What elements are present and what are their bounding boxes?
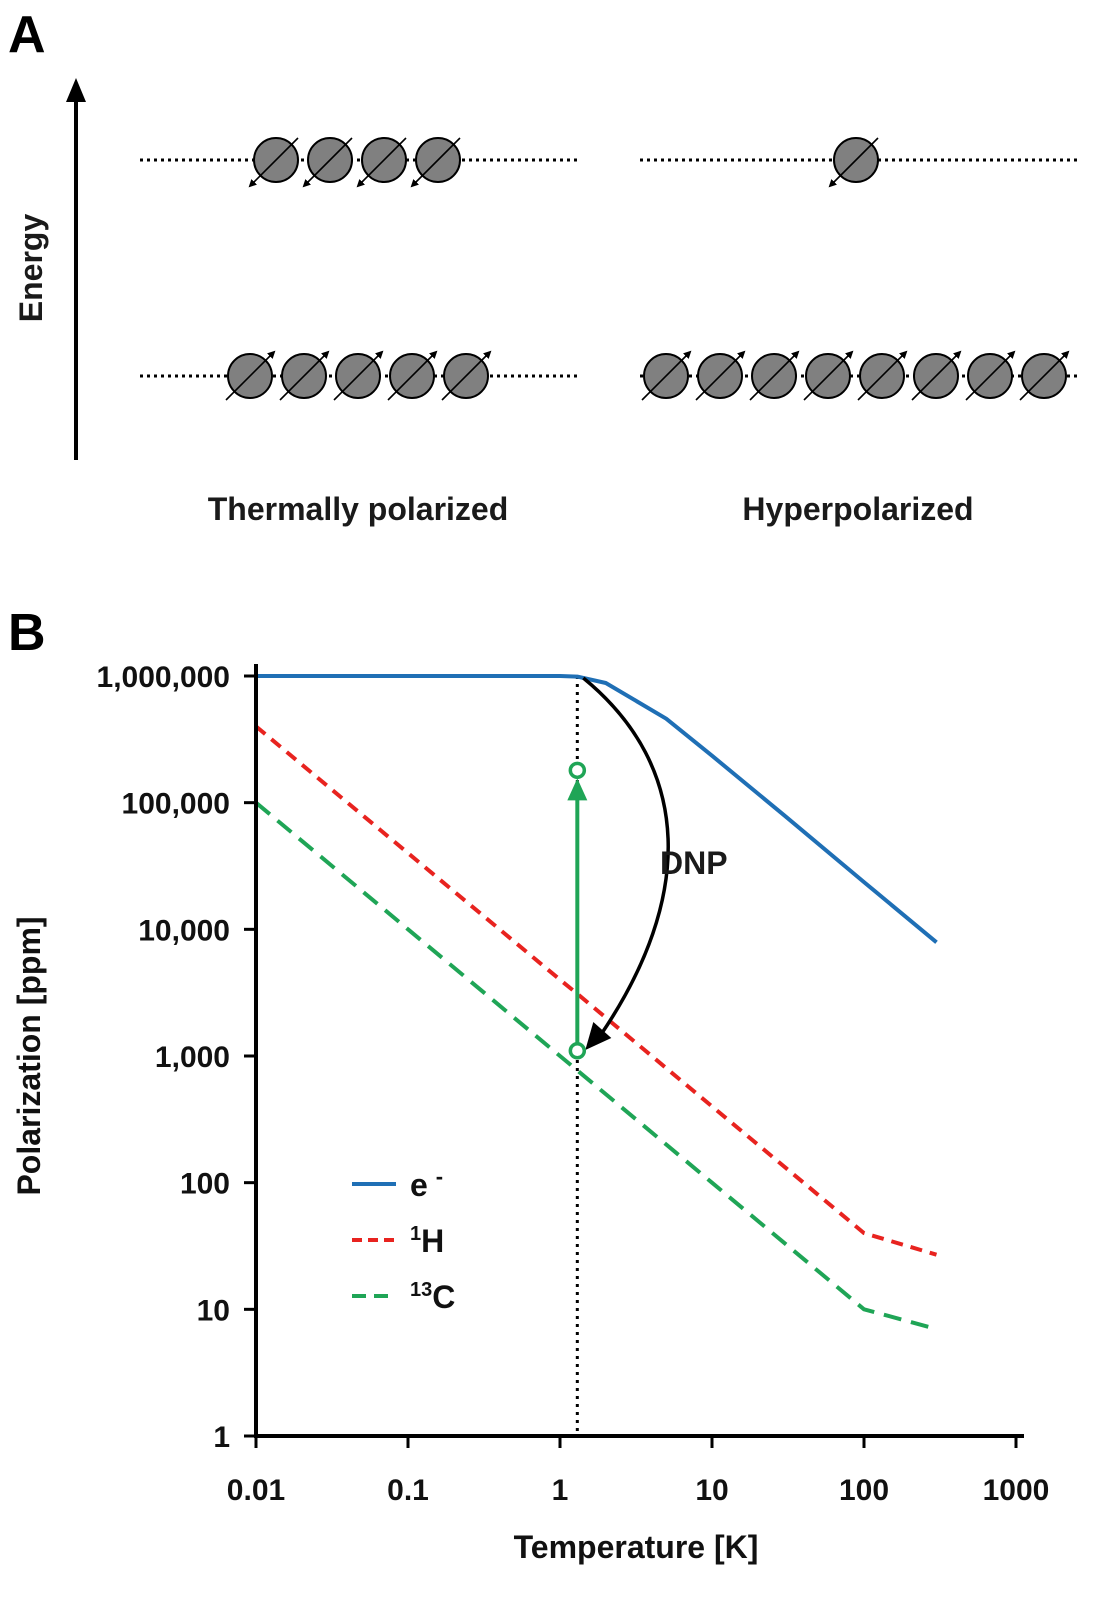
legend-label-e-: e- (410, 1164, 443, 1203)
spin-up (333, 350, 384, 401)
x-tick-label: 0.1 (387, 1474, 429, 1507)
spin-arrow-up (641, 350, 692, 401)
spin-up (441, 350, 492, 401)
spin-arrow-down (302, 137, 353, 188)
spin-arrow-up (749, 350, 800, 401)
hyperpolarized-caption: Hyperpolarized (742, 491, 973, 527)
y-tick-label: 1,000 (155, 1041, 230, 1074)
spin-arrow-down (410, 137, 461, 188)
y-tick-label: 100 (180, 1168, 230, 1201)
spin-arrow-up (695, 350, 746, 401)
panel-a-letter: A (8, 6, 46, 64)
x-tick-label: 1000 (983, 1474, 1050, 1507)
y-tick-label: 1 (213, 1421, 230, 1454)
spins-left-upper (248, 137, 461, 188)
panel-b: B 1 10 100 1,000 10,000 100,000 1,000,000 0.01 0… (8, 604, 1049, 1565)
spin-up (857, 350, 908, 401)
legend-label-13C: 13C (410, 1279, 455, 1315)
spin-arrow-up (857, 350, 908, 401)
spin-down (828, 137, 879, 188)
y-axis-title: Polarization [ppm] (11, 916, 47, 1195)
dnp-curved-arrow (582, 676, 670, 1035)
spin-up (387, 350, 438, 401)
spin-arrow-up (441, 350, 492, 401)
spin-arrow-up (387, 350, 438, 401)
polarization-transfer-arrowhead (567, 778, 588, 801)
y-tick-label: 1,000,000 (97, 661, 230, 694)
legend-sup: - (436, 1164, 443, 1189)
spin-down (410, 137, 461, 188)
polarization-chart: 1 10 100 1,000 10,000 100,000 1,000,000 0.01 0.1… (97, 661, 1050, 1507)
annotation-layer (567, 676, 670, 1060)
spin-arrow-up (333, 350, 384, 401)
spins-left-lower (225, 350, 492, 401)
series-line-1H (254, 724, 938, 1257)
legend-main: C (432, 1279, 455, 1315)
spin-arrow-up (911, 350, 962, 401)
spin-arrow-up (965, 350, 1016, 401)
spin-arrow-up (225, 350, 276, 401)
spin-arrow-up (1019, 350, 1070, 401)
spin-down (356, 137, 407, 188)
spin-down (302, 137, 353, 188)
panel-a: A Energy Thermally polarized Hyperpolari… (8, 6, 1078, 527)
energy-axis-arrowhead (66, 78, 86, 102)
spin-up (911, 350, 962, 401)
spin-up (749, 350, 800, 401)
y-tick-label: 10 (197, 1294, 230, 1327)
y-tick-label: 10,000 (138, 914, 230, 947)
x-tick-label: 1 (552, 1474, 569, 1507)
legend-sup: 13 (410, 1279, 432, 1301)
legend-sup: 1 (410, 1223, 421, 1245)
spins-right-upper (828, 137, 879, 188)
spin-up (965, 350, 1016, 401)
end-point-marker (568, 761, 587, 780)
spin-up (279, 350, 330, 401)
spins-right-lower (641, 350, 1070, 401)
legend-main: e (410, 1167, 428, 1203)
legend-label-1H: 1H (410, 1223, 444, 1259)
legend: e - 1H 13C (352, 1164, 455, 1315)
spin-up (641, 350, 692, 401)
spin-up (1019, 350, 1070, 401)
spin-up (695, 350, 746, 401)
spin-up (803, 350, 854, 401)
spin-arrow-up (803, 350, 854, 401)
legend-main: H (421, 1223, 444, 1259)
x-tick-label: 100 (839, 1474, 889, 1507)
dnp-arrowhead (585, 1022, 612, 1050)
spin-down (248, 137, 299, 188)
series-line-e- (256, 674, 938, 944)
x-tick-label: 10 (695, 1474, 728, 1507)
spin-arrow-down (828, 137, 879, 188)
energy-label: Energy (13, 214, 49, 323)
spin-up (225, 350, 276, 401)
x-axis-title: Temperature [K] (514, 1529, 759, 1565)
spin-arrow-up (279, 350, 330, 401)
y-tick-label: 100,000 (122, 788, 230, 821)
start-point-marker (568, 1042, 587, 1060)
dnp-label: DNP (660, 845, 728, 881)
series-layer (254, 674, 938, 1436)
thermally-polarized-caption: Thermally polarized (208, 491, 509, 527)
spin-arrow-down (248, 137, 299, 188)
x-tick-label: 0.01 (227, 1474, 285, 1507)
panel-b-letter: B (8, 604, 46, 662)
axes-layer: 1 10 100 1,000 10,000 100,000 1,000,000 0.01 0.1… (97, 661, 1050, 1507)
series-line-13C (254, 801, 938, 1331)
spin-arrow-down (356, 137, 407, 188)
